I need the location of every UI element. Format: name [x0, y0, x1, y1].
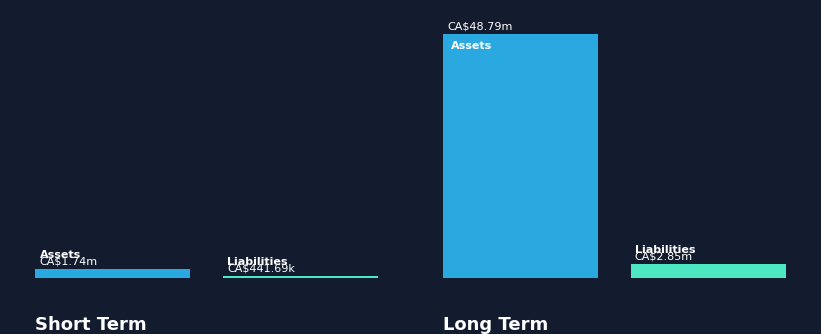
Text: CA$441.69k: CA$441.69k — [227, 264, 295, 274]
Bar — [631, 264, 786, 278]
Text: Short Term: Short Term — [35, 316, 147, 334]
Text: Liabilities: Liabilities — [227, 257, 287, 267]
Text: Assets: Assets — [452, 41, 493, 51]
Bar — [443, 34, 598, 278]
Text: Liabilities: Liabilities — [635, 245, 695, 255]
Bar — [223, 276, 378, 278]
Text: Long Term: Long Term — [443, 316, 548, 334]
Bar — [35, 270, 190, 278]
Text: CA$48.79m: CA$48.79m — [447, 21, 512, 31]
Text: Assets: Assets — [39, 250, 80, 261]
Text: CA$1.74m: CA$1.74m — [39, 257, 98, 267]
Text: CA$2.85m: CA$2.85m — [635, 252, 693, 262]
